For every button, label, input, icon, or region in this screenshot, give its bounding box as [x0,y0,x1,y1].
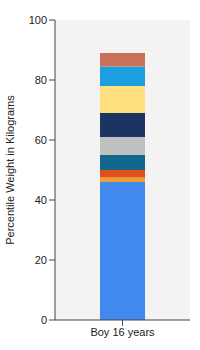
svg-text:0: 0 [41,314,47,326]
svg-text:20: 20 [35,254,47,266]
svg-text:100: 100 [29,14,47,26]
svg-text:Percentile Weight in Kilograms: Percentile Weight in Kilograms [8,95,16,245]
svg-text:60: 60 [35,134,47,146]
svg-text:80: 80 [35,74,47,86]
svg-text:40: 40 [35,194,47,206]
svg-text:Boy 16 years: Boy 16 years [90,326,155,338]
